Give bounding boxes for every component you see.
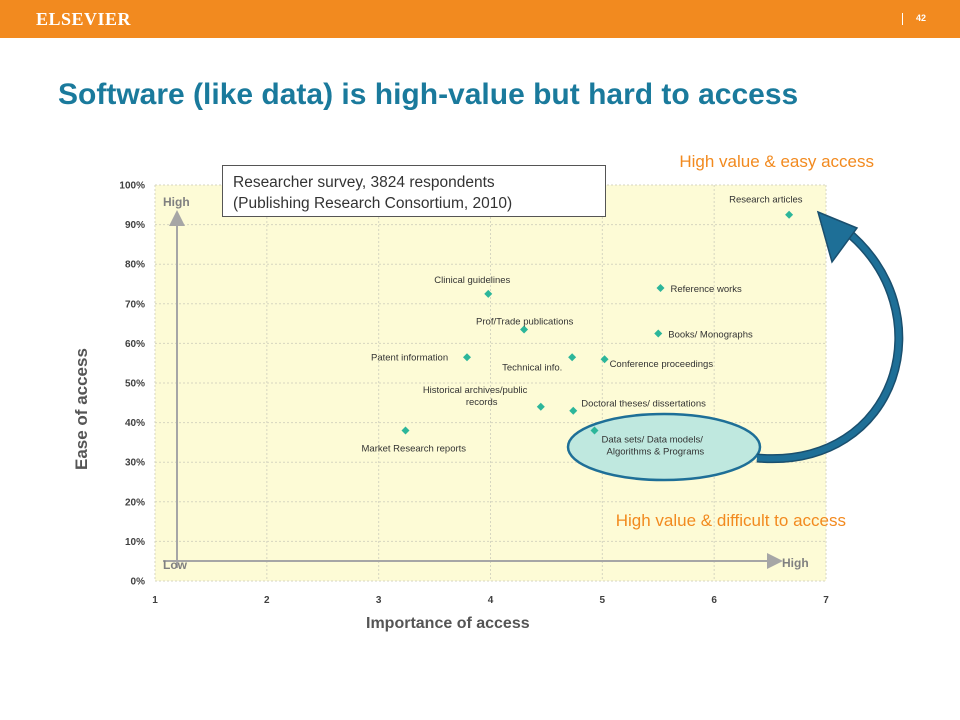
axis-arrows: High Low High [163,195,809,572]
point-label-line: Historical archives/public [423,385,528,396]
data-point [654,329,663,338]
y-tick-label: 100% [119,181,145,192]
highlight-group [566,412,762,482]
data-point [569,406,578,415]
y-tick-label: 10% [125,537,145,548]
highlight-ellipse [566,412,762,482]
point-label-line: Data sets/ Data models/ [602,435,704,446]
y-tick-label: 70% [125,299,145,310]
point-label-line: Technical info. [502,362,562,373]
point-label: Conference proceedings [610,359,714,370]
x-tick-label: 5 [600,595,606,606]
y-arrow-high-label: High [163,195,190,209]
x-tick-label: 1 [152,595,158,606]
improvement-arrow [756,210,904,464]
point-label: Patent information [371,352,448,363]
page-separator [902,13,903,25]
x-tick-label: 2 [264,595,270,606]
point-labels: Research articles Clinical guidelines Refe… [362,195,803,458]
point-label-line: Doctoral theses/ dissertations [581,399,706,410]
data-point [484,289,493,298]
y-tick-label: 50% [125,379,145,390]
point-label-line: Patent information [371,352,448,363]
y-tick-label: 90% [125,220,145,231]
y-tick-label: 30% [125,458,145,469]
x-arrow-high-label: High [782,556,809,570]
y-tick-label: 20% [125,497,145,508]
point-label: Market Research reports [362,444,467,455]
survey-note-line2: (Publishing Research Consortium, 2010) [233,195,513,212]
improvement-arrow-head [816,210,859,264]
data-point [785,210,794,219]
high-value-easy-access-label: High value & easy access [679,152,874,171]
point-label: Books/ Monographs [668,330,753,341]
data-point [600,355,609,364]
y-tick-label: 60% [125,339,145,350]
point-label: Clinical guidelines [434,275,510,286]
point-label-line: Books/ Monographs [668,330,753,341]
point-label: Technical info. [502,362,562,373]
data-point [568,353,577,362]
point-label-line: Clinical guidelines [434,275,510,286]
tick-labels: 0% 10% 20% 30% 40% 50% 60% 70% 80% 90% 100% 1 2 3 4 5 6 7 [119,181,829,607]
point-label-line: records [466,397,498,408]
point-label: Research articles [729,195,803,206]
point-label-line: Market Research reports [362,444,467,455]
point-label: Reference works [670,284,742,295]
x-axis-label: Importance of access [366,615,530,632]
point-label-line: Conference proceedings [610,359,714,370]
page-number: 42 [916,13,927,23]
elsevier-logo: ELSEVIER [36,9,132,29]
survey-note: Researcher survey, 3824 respondents (Pub… [222,165,606,217]
point-label: Doctoral theses/ dissertations [581,399,706,410]
data-point [656,283,665,292]
data-point [536,402,545,411]
survey-note-line1: Researcher survey, 3824 respondents [233,174,495,191]
data-point [590,426,599,435]
point-label: Prof/Trade publications [476,317,574,328]
point-label: Data sets/ Data models/Algorithms & Prog… [602,435,705,458]
data-point [463,353,472,362]
data-point [520,325,529,334]
header-bar: ELSEVIER 42 [0,0,960,38]
y-tick-label: 0% [131,577,146,588]
y-tick-label: 40% [125,418,145,429]
x-tick-label: 7 [823,595,829,606]
high-value-difficult-access-label: High value & difficult to access [615,511,846,530]
point-label-line: Reference works [670,284,742,295]
point-label-line: Algorithms & Programs [607,447,705,458]
y-axis-label: Ease of access [72,348,91,470]
point-label-line: Research articles [729,195,803,206]
slide-title: Software (like data) is high-value but h… [58,78,799,111]
data-point [401,426,410,435]
y-tick-label: 80% [125,260,145,271]
point-label: Historical archives/public records [423,385,528,408]
x-arrow-low-label: Low [163,558,188,572]
x-tick-label: 3 [376,595,382,606]
point-label-line: Prof/Trade publications [476,317,574,328]
improvement-arrow-curve [756,227,902,462]
x-tick-label: 4 [488,595,494,606]
gridlines [154,184,827,582]
x-tick-label: 6 [711,595,717,606]
data-points [401,210,794,435]
